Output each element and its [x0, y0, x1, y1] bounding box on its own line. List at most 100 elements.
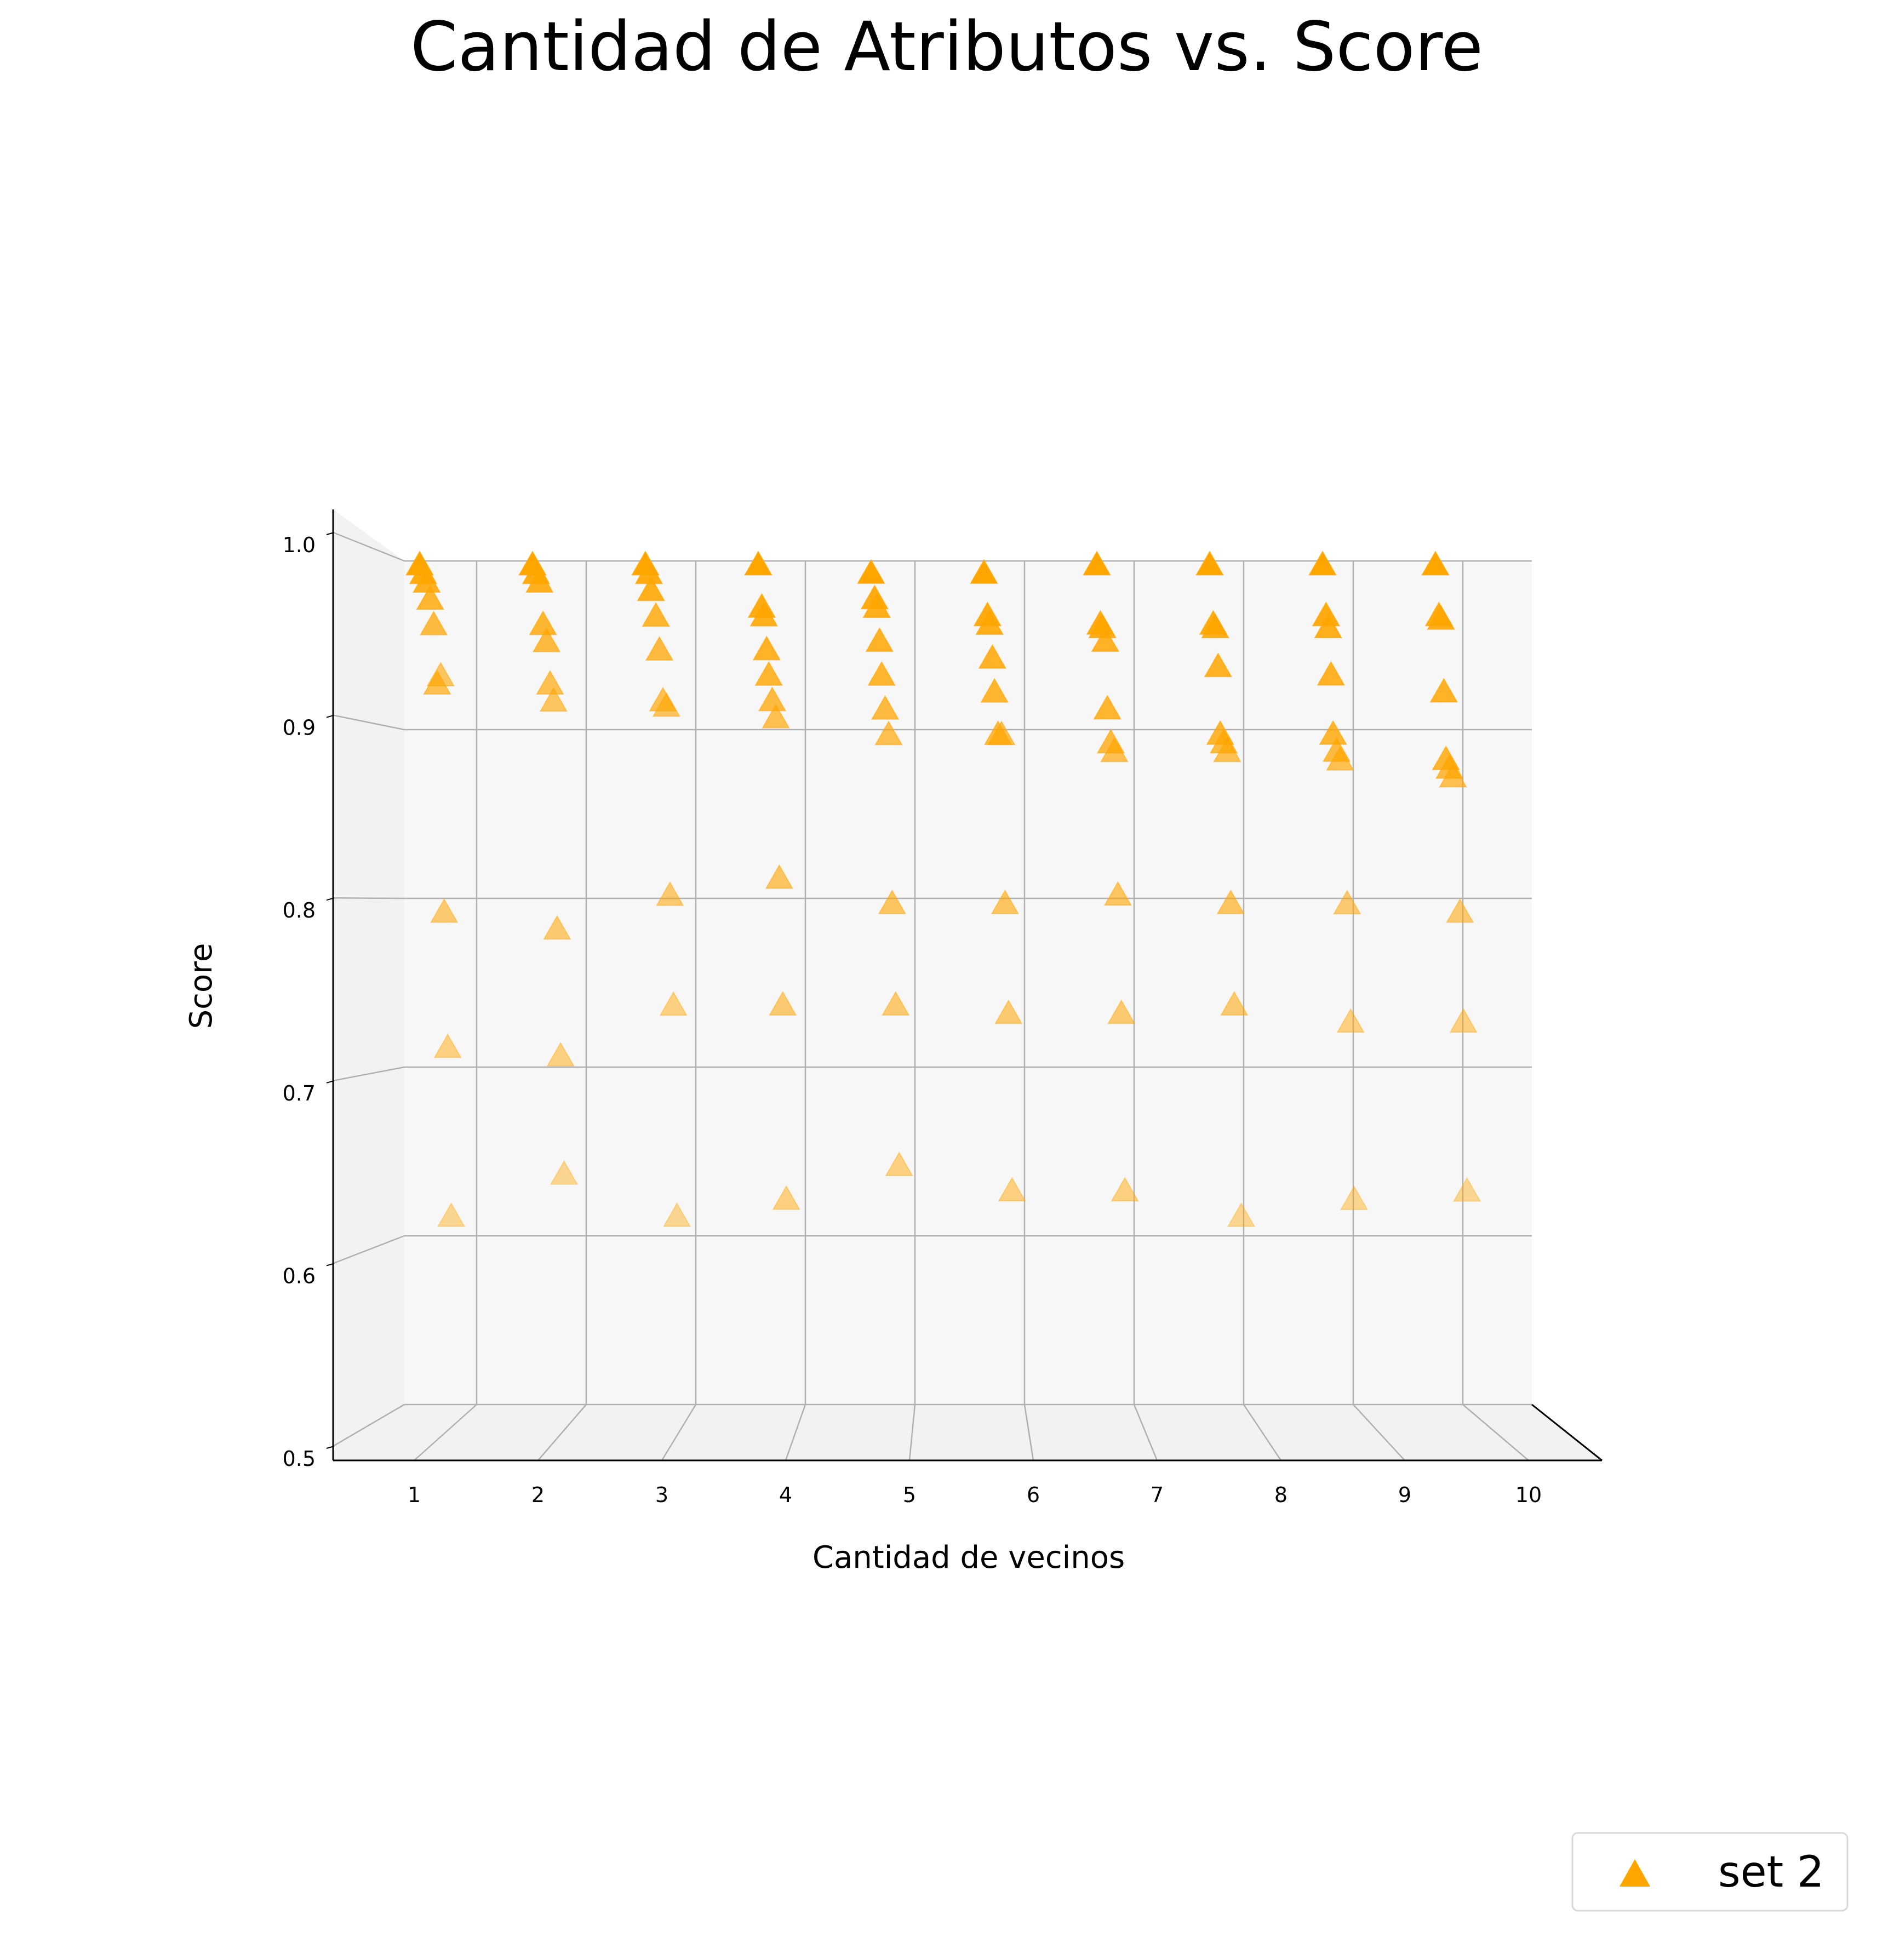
- floor-gridline: [661, 1404, 697, 1461]
- data-point-triangle: [1439, 763, 1467, 788]
- left-wall-gridline: [333, 714, 405, 731]
- y-tick-mark: [326, 1446, 335, 1449]
- data-point-triangle: [426, 661, 455, 686]
- axis-lines: [332, 509, 1603, 1462]
- data-point-triangle: [659, 991, 688, 1016]
- data-point-triangle: [652, 692, 681, 717]
- data-point-triangle: [998, 1177, 1026, 1202]
- legend-marker: [1620, 1859, 1650, 1887]
- data-point-triangle: [752, 635, 781, 661]
- data-point-triangle: [762, 703, 790, 729]
- x-tick-label: 5: [903, 1483, 916, 1507]
- data-points: [405, 551, 1481, 1227]
- data-point-triangle: [857, 559, 885, 584]
- left-wall-gridline: [333, 531, 405, 562]
- y-tick-mark: [326, 714, 335, 718]
- data-point-triangle: [1427, 605, 1455, 630]
- floor-gridline: [1133, 1404, 1158, 1461]
- data-point-triangle: [1336, 1008, 1365, 1033]
- axes-panes: [333, 509, 1602, 1460]
- data-point-triangle: [546, 1041, 575, 1067]
- data-point-triangle: [1317, 661, 1346, 686]
- x-tick-label: 1: [408, 1483, 421, 1507]
- data-point-triangle: [1213, 737, 1241, 763]
- data-point-triangle: [1452, 1177, 1481, 1202]
- data-point-triangle: [878, 889, 907, 914]
- x-tick-label: 7: [1151, 1483, 1164, 1507]
- data-point-triangle: [656, 881, 684, 906]
- data-point-triangle: [765, 864, 794, 889]
- data-point-triangle: [1220, 990, 1249, 1016]
- x-tick-label: 3: [655, 1483, 668, 1507]
- floor-gridline: [414, 1404, 477, 1461]
- legend-box: [1571, 1832, 1849, 1912]
- data-point-triangle: [525, 568, 554, 593]
- data-point-triangle: [1326, 746, 1354, 771]
- data-point-triangle: [867, 661, 896, 686]
- tick-labels: 0.5 0.6 0.7 0.8 0.9 1.0 1 2 3 4 5 6 7 8 9 10: [283, 532, 1542, 1507]
- left-wall-gridline: [333, 1235, 405, 1264]
- data-point-triangle: [980, 678, 1009, 703]
- left-wall-gridline: [333, 1066, 405, 1082]
- data-point-triangle: [642, 601, 670, 627]
- data-point-triangle: [1429, 678, 1458, 703]
- data-point-triangle: [882, 990, 910, 1016]
- data-point-triangle: [430, 898, 459, 923]
- data-point-triangle: [532, 627, 561, 652]
- data-point-triangle: [1308, 551, 1337, 576]
- x-tick-label: 9: [1398, 1483, 1411, 1507]
- chart-title: Cantidad de Atributos vs. Score: [410, 8, 1483, 87]
- data-point-triangle: [1111, 1177, 1139, 1202]
- data-point-triangle: [637, 576, 665, 601]
- data-point-triangle: [772, 1185, 800, 1210]
- floor-pane: [333, 1405, 1602, 1460]
- floor-gridline: [908, 1404, 916, 1461]
- data-point-triangle: [1421, 551, 1450, 576]
- data-point-triangle: [419, 610, 448, 635]
- legend: set 2: [1571, 1832, 1849, 1912]
- data-point-triangle: [1204, 652, 1233, 678]
- floor-gridline: [537, 1404, 587, 1461]
- depth-axis-line: [1531, 1403, 1603, 1462]
- data-point-triangle: [874, 720, 903, 746]
- data-point-triangle: [543, 915, 571, 940]
- floor-gridline: [1243, 1404, 1282, 1461]
- data-point-triangle: [1107, 999, 1136, 1024]
- data-point-triangle: [1100, 737, 1129, 763]
- data-point-triangle: [1093, 695, 1121, 720]
- data-point-triangle: [1103, 881, 1132, 906]
- data-point-triangle: [744, 551, 773, 576]
- data-point-triangle: [1314, 613, 1342, 638]
- back-pane: [404, 561, 1532, 1405]
- floor-gridline: [1353, 1404, 1405, 1461]
- x-tick-label: 2: [531, 1483, 545, 1507]
- floor-gridline: [785, 1404, 806, 1461]
- data-point-triangle: [536, 669, 564, 695]
- y-tick-mark: [326, 1263, 335, 1266]
- floor-gridline: [1023, 1404, 1034, 1461]
- x-tick-label: 8: [1274, 1483, 1288, 1507]
- data-point-triangle: [975, 610, 1004, 635]
- y-tick-label: 0.9: [283, 716, 316, 740]
- data-point-triangle: [862, 593, 891, 618]
- data-point-triangle: [1091, 627, 1120, 652]
- data-point-triangle: [1449, 1008, 1478, 1033]
- data-point-triangle: [645, 635, 674, 661]
- x-tick-label: 10: [1515, 1483, 1542, 1507]
- data-point-triangle: [1446, 898, 1474, 923]
- data-point-triangle: [749, 601, 778, 627]
- data-point-triangle: [987, 720, 1016, 746]
- y-axis-label: Score: [184, 943, 219, 1029]
- x-axis-label: Cantidad de vecinos: [812, 1540, 1125, 1575]
- y-tick-label: 0.8: [283, 898, 316, 922]
- data-point-triangle: [662, 1202, 691, 1227]
- y-tick-mark: [326, 1080, 335, 1084]
- data-point-triangle: [865, 627, 894, 652]
- data-point-triangle: [991, 889, 1020, 914]
- data-point-triangle: [978, 644, 1007, 669]
- y-tick-label: 0.7: [283, 1081, 316, 1105]
- left-pane: [333, 509, 404, 1460]
- data-point-triangle: [769, 990, 797, 1016]
- y-tick-mark: [326, 532, 335, 535]
